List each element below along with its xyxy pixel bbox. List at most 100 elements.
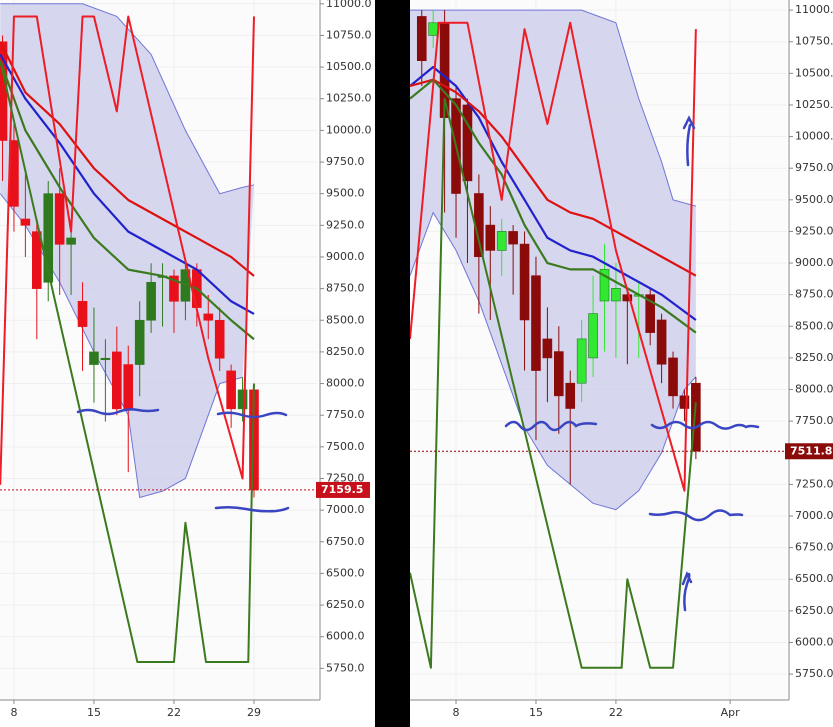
candle-body (531, 275, 541, 371)
x-tick-label: 8 (453, 706, 460, 719)
y-tick-label: 7000.0 (326, 503, 365, 516)
hand-drawn-mark (650, 420, 760, 430)
y-tick-label: 6500.0 (795, 572, 833, 585)
annotations (504, 115, 760, 612)
y-tick-label: 10250.0 (795, 98, 833, 111)
y-tick-label: 6750.0 (795, 541, 833, 554)
y-tick-label: 9000.0 (795, 256, 833, 269)
indicator-line (0, 60, 255, 341)
y-tick-label: 9750.0 (795, 161, 833, 174)
band-line (410, 211, 697, 511)
y-tick-label: 6250.0 (795, 604, 833, 617)
y-tick-label: 6250.0 (326, 598, 365, 611)
y-tick-label: 5750.0 (795, 667, 833, 680)
y-tick-label: 9250.0 (326, 218, 365, 231)
y-tick-label: 6000.0 (326, 630, 365, 643)
y-tick-label: 8750.0 (795, 288, 833, 301)
x-tick-label: 8 (10, 706, 17, 719)
y-tick-label: 6750.0 (326, 535, 365, 548)
y-tick-label: 9500.0 (326, 187, 365, 200)
hand-drawn-mark (648, 509, 744, 522)
candle-body (214, 319, 225, 359)
price-label: 7511.8 (790, 444, 832, 457)
y-tick-label: 9000.0 (326, 250, 365, 263)
candle-body (32, 231, 42, 289)
hand-drawn-mark (504, 420, 598, 432)
candle-body (519, 243, 530, 321)
candle-body (622, 294, 633, 302)
y-tick-label: 8500.0 (326, 313, 365, 326)
candle-body (508, 231, 518, 245)
y-tick-label: 8000.0 (795, 383, 833, 396)
band-fill (0, 3, 254, 498)
candle-body (134, 319, 145, 365)
y-tick-label: 9500.0 (795, 193, 833, 206)
candle-body (203, 313, 214, 321)
y-tick-label: 10250.0 (326, 92, 372, 105)
indicator-line (0, 15, 255, 485)
y-tick-label: 8250.0 (326, 345, 365, 358)
band-fill (410, 10, 696, 510)
candle-body (146, 281, 156, 321)
y-tick-label: 8000.0 (326, 377, 365, 390)
x-tick-label: Apr (721, 706, 741, 719)
indicator-line (410, 78, 697, 334)
y-tick-label: 11000.0 (326, 0, 372, 10)
hand-drawn-arrow (681, 570, 693, 612)
candle-body (554, 351, 564, 397)
indicator-line (410, 21, 697, 492)
candle-body (54, 193, 65, 245)
candle-body (43, 193, 54, 283)
y-tick-label: 10000.0 (326, 123, 372, 136)
candle-body (588, 313, 598, 359)
candle-body (112, 351, 122, 410)
candle-body (645, 294, 655, 333)
candle-body (462, 104, 473, 182)
band-line (410, 9, 696, 207)
candle-body (599, 269, 610, 302)
plot (0, 0, 318, 700)
candle-body (20, 218, 31, 226)
chart-right: 11000.0 10750.0 10500.0 10250.0 10000.0 9750.… (410, 0, 833, 719)
y-tick-label: 10750.0 (326, 28, 372, 41)
candle-body (611, 288, 621, 302)
hand-drawn-arrow (682, 115, 696, 167)
y-tick-label: 7000.0 (795, 509, 833, 522)
chart-left: 11000.0 10750.0 10500.0 10250.0 10000.0 9750.… (0, 0, 372, 719)
hand-drawn-mark (214, 505, 290, 513)
divider (375, 0, 410, 727)
price-label-bg (316, 481, 370, 498)
y-tick-label: 7750.0 (326, 408, 365, 421)
x-tick-label: 29 (247, 706, 261, 719)
candle-body (226, 370, 236, 410)
candle-body (100, 357, 111, 361)
y-tick-label: 8250.0 (795, 351, 833, 364)
y-tick-label: 10500.0 (795, 66, 833, 79)
candle-body (428, 22, 438, 36)
y-tick-label: 8750.0 (326, 282, 365, 295)
y-tick-label: 10500.0 (326, 60, 372, 73)
candle-body (77, 300, 88, 327)
candle-body (169, 275, 179, 302)
band-line (0, 3, 255, 195)
x-tick-label: 22 (167, 706, 181, 719)
candle-body (237, 389, 248, 410)
x-tick-label: 15 (529, 706, 543, 719)
price-label-bg (785, 443, 833, 460)
y-tick-label: 7750.0 (795, 414, 833, 427)
price-label: 7159.5 (321, 483, 363, 496)
x-tick-label: 15 (87, 706, 101, 719)
y-tick-label: 7250.0 (326, 471, 365, 484)
y-tick-label: 7250.0 (795, 477, 833, 490)
hand-drawn-mark (76, 408, 160, 416)
candle-body (668, 357, 678, 397)
y-tick-label: 10750.0 (795, 35, 833, 48)
x-tick-label: 22 (609, 706, 623, 719)
candle-body (66, 237, 76, 245)
indicator-line (0, 60, 255, 664)
candle-body (89, 351, 99, 365)
candle-body (496, 231, 507, 251)
candle-body (542, 338, 553, 359)
candle-body (485, 224, 496, 251)
